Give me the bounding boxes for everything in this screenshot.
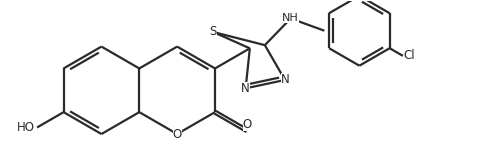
Text: NH: NH [282,14,299,23]
Text: O: O [243,118,252,131]
Text: Cl: Cl [403,49,414,62]
Text: HO: HO [17,121,35,134]
Text: N: N [281,74,289,86]
Text: O: O [172,128,182,141]
Text: N: N [241,82,250,95]
Text: S: S [209,26,217,39]
